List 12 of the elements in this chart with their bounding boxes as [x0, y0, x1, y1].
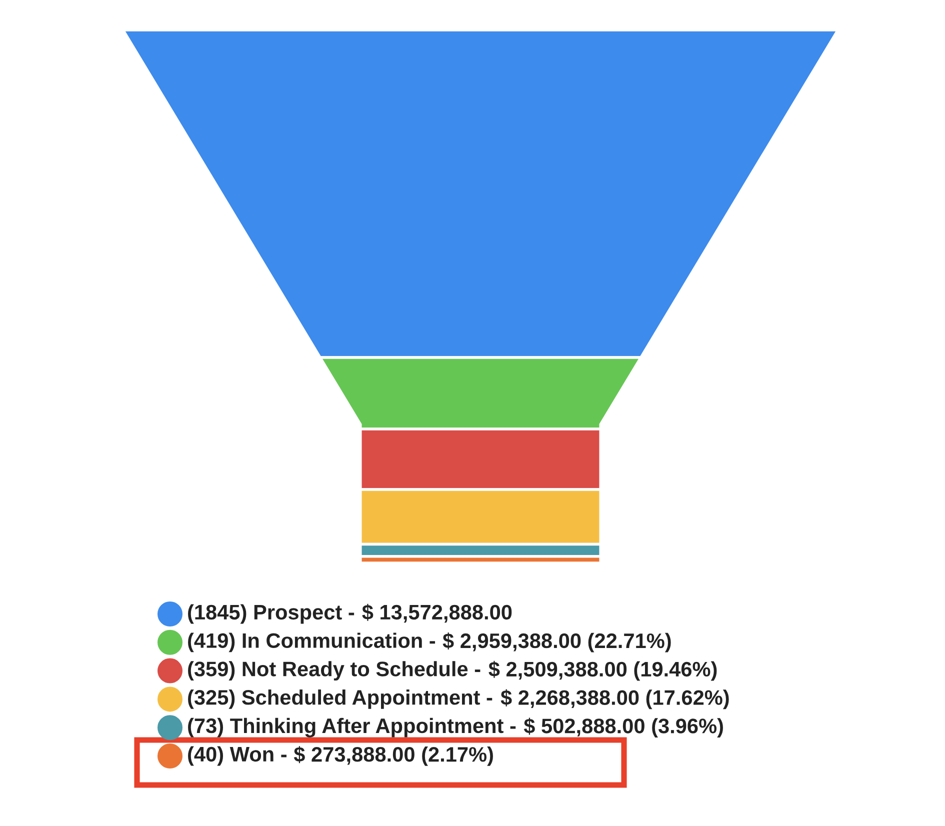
category-label: (73) Thinking After Appointment -: [188, 718, 516, 738]
data-label: $ 13,572,888.00: [362, 604, 512, 623]
data-label: $ 273,888.00 (2.17%): [294, 746, 493, 766]
category-label: (1845) Prospect -: [188, 604, 354, 624]
category-label: (419) In Communication -: [188, 632, 436, 652]
data-label: $ 2,509,388.00 (19.46%): [488, 660, 717, 681]
category-label: (325) Scheduled Appointment -: [188, 689, 492, 709]
category-label: (40) Won -: [188, 746, 286, 766]
data-label: $ 502,888.00 (3.96%): [524, 718, 723, 738]
data-label: $ 2,268,388.00 (17.62%): [500, 689, 729, 710]
category-label: (359) Not Ready to Schedule -: [188, 661, 480, 681]
data-label: $ 2,959,388.00 (22.71%): [442, 632, 671, 652]
